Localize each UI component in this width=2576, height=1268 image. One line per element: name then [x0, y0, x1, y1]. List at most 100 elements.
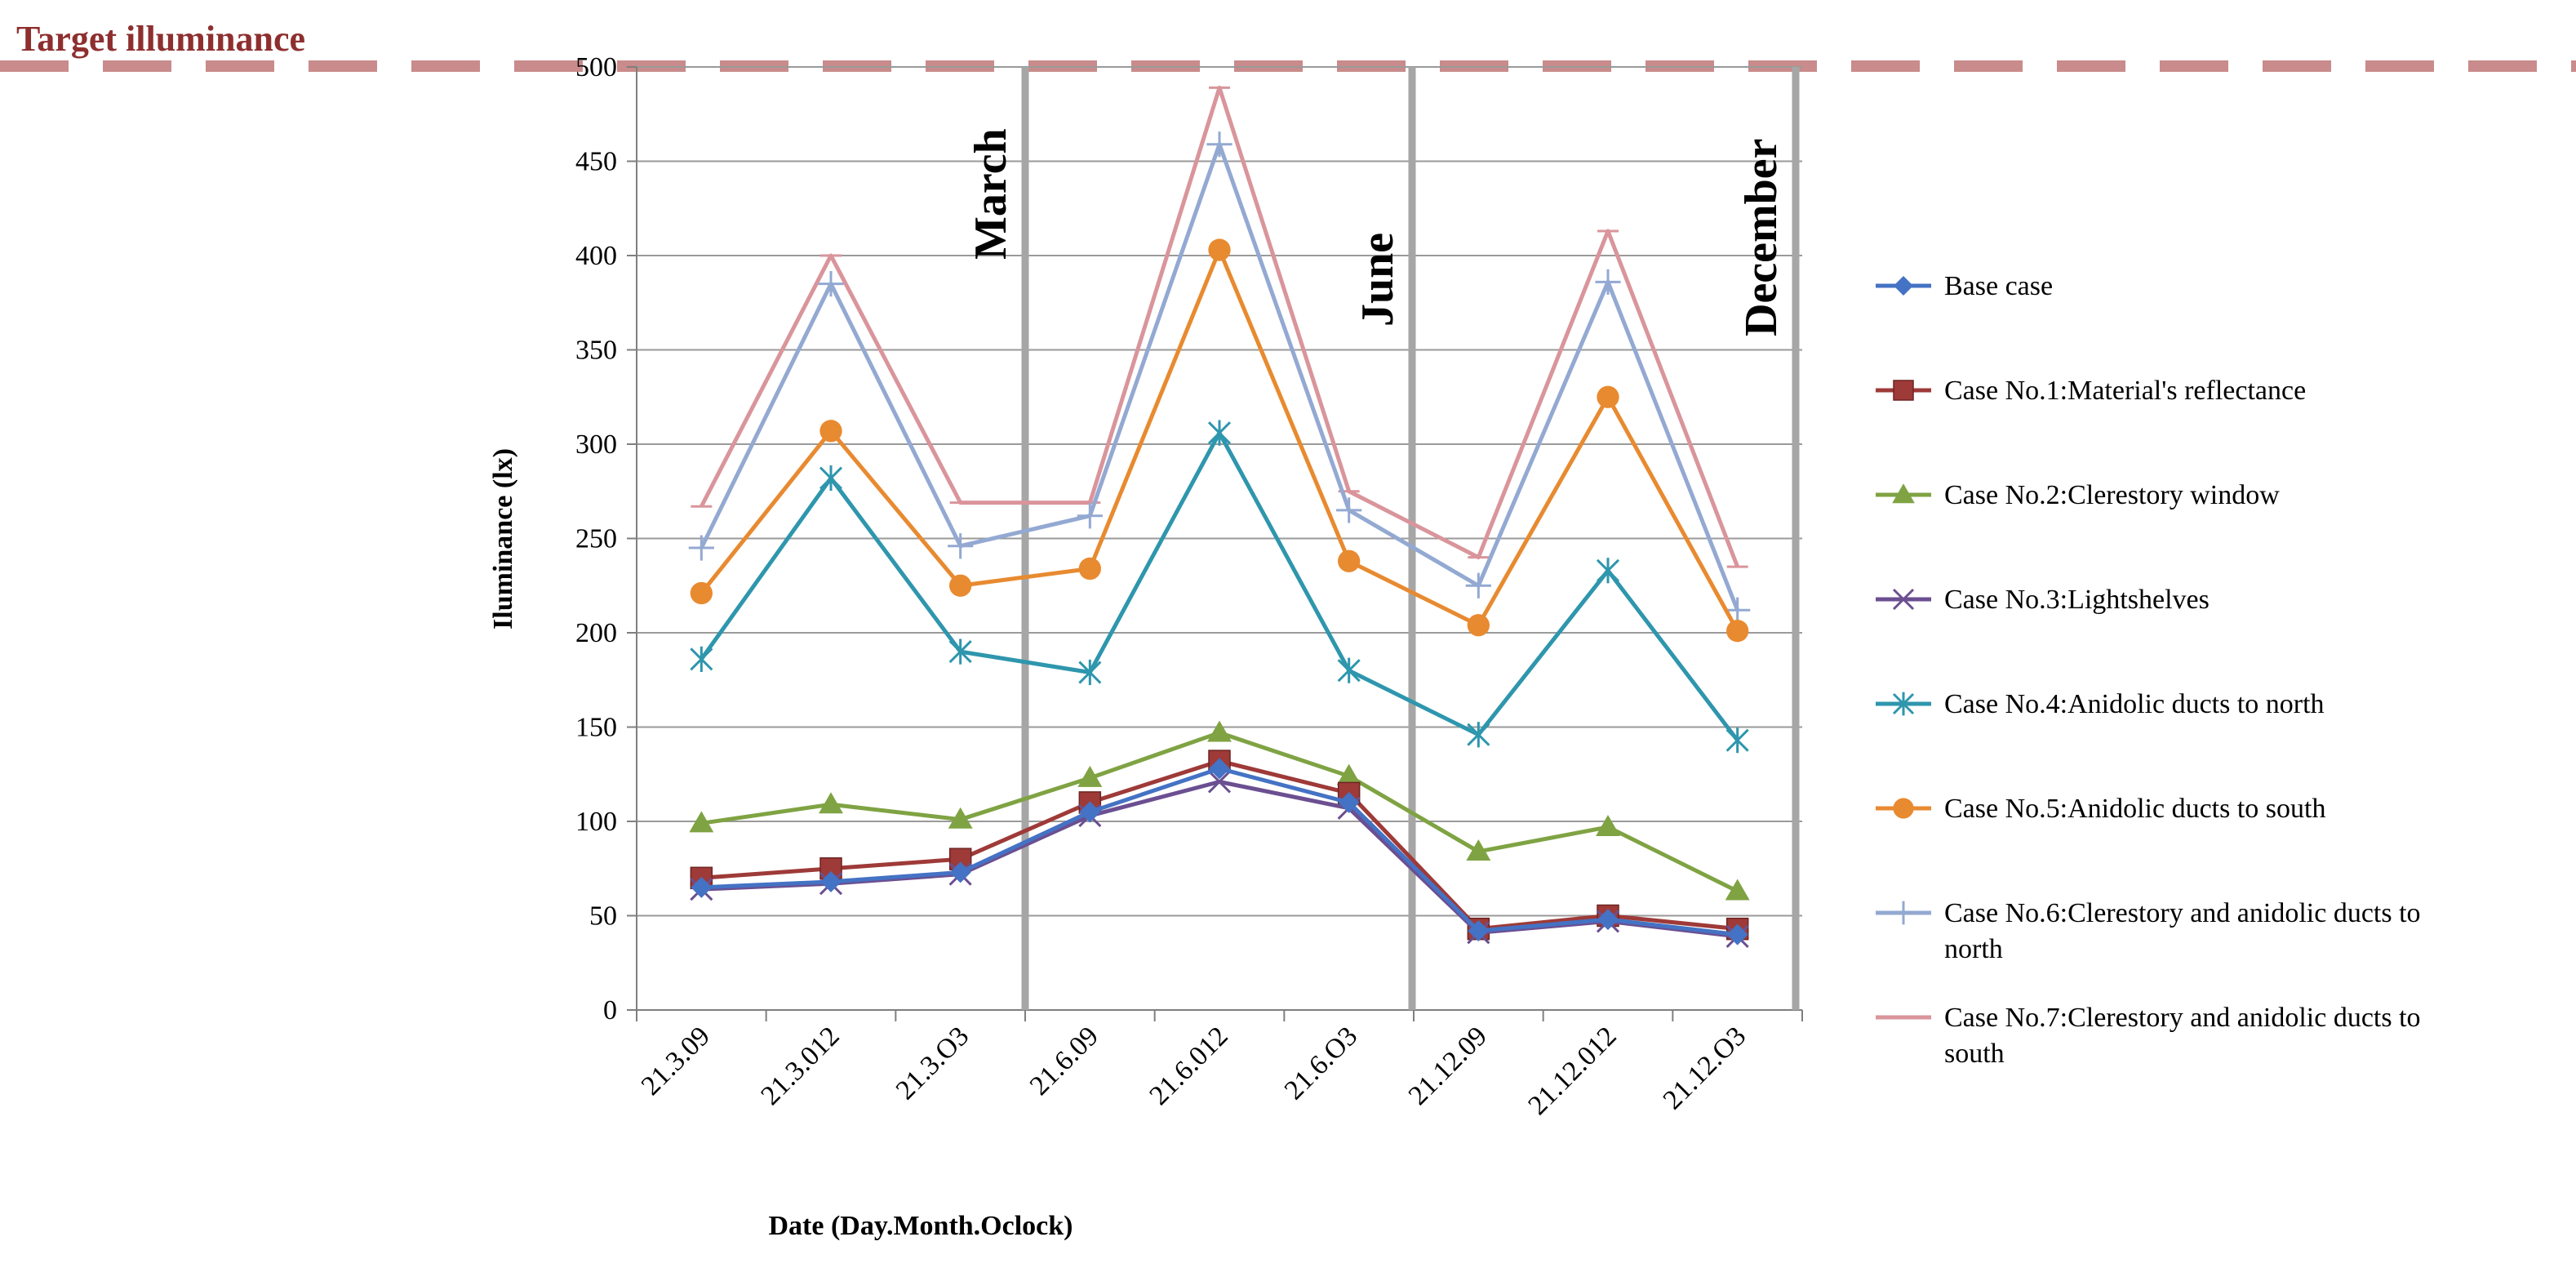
data-point — [1468, 919, 1490, 941]
y-tick-label: 200 — [575, 618, 617, 648]
legend-item: Case No.5:Anidolic ducts to south — [1876, 794, 2325, 824]
legend-item: Case No.6:Clerestory and anidolic ducts … — [1876, 898, 2421, 964]
data-series — [688, 85, 1751, 948]
data-point — [1078, 659, 1102, 686]
data-point — [1726, 620, 1749, 643]
data-point — [1209, 758, 1230, 780]
data-point — [1596, 814, 1620, 836]
x-tick-label: 21.12.O3 — [1658, 1021, 1752, 1115]
data-point — [1467, 722, 1490, 748]
data-point — [819, 465, 843, 492]
data-point — [1892, 588, 1915, 611]
legend-item: Case No.2:Clerestory window — [1876, 480, 2280, 510]
series-line — [701, 759, 1738, 932]
data-point — [819, 792, 843, 814]
grid-lines — [636, 66, 1802, 1011]
series-case-2 — [689, 720, 1750, 901]
data-point — [818, 271, 844, 297]
data-point — [1595, 269, 1621, 295]
series-line — [701, 779, 1738, 939]
target-illuminance-label: Target illuminance — [16, 19, 305, 59]
data-point — [1466, 839, 1491, 861]
legend-label: Case No.3:Lightshelves — [1944, 585, 2210, 615]
legend-label: Case No.5:Anidolic ducts to south — [1944, 794, 2325, 824]
data-point — [1079, 801, 1101, 823]
data-point — [949, 861, 971, 883]
data-point — [948, 533, 974, 559]
data-point — [1207, 420, 1232, 446]
x-tick-label: 21.12.012 — [1522, 1021, 1622, 1120]
x-tick-label: 21.6.012 — [1144, 1021, 1233, 1110]
data-point — [1338, 549, 1361, 572]
x-axis-ticks: 21.3.09 21.3.012 21.3.O3 21.6.09 21.6.012 21.… — [636, 1010, 1803, 1121]
y-tick-label: 450 — [575, 147, 617, 177]
data-point — [1893, 798, 1914, 819]
legend-item: Case No.4:Anidolic ducts to north — [1876, 689, 2325, 719]
legend-item: Base case — [1876, 271, 2053, 301]
series-case-4 — [690, 420, 1749, 754]
data-point — [1596, 558, 1620, 584]
legend-label: Case No.7:Clerestory and anidolic ducts … — [1944, 1003, 2421, 1069]
data-point — [1597, 909, 1619, 931]
x-tick-label: 21.6.O3 — [1279, 1021, 1364, 1106]
data-point — [1206, 131, 1232, 158]
data-point — [819, 420, 842, 443]
data-point — [948, 807, 973, 829]
data-point — [1078, 557, 1101, 581]
data-point — [1208, 238, 1231, 261]
legend-label: Case No.4:Anidolic ducts to north — [1944, 689, 2325, 719]
data-point — [1725, 727, 1749, 754]
data-point — [1336, 497, 1362, 523]
month-separators — [1021, 67, 1800, 1010]
series-case-6 — [688, 131, 1751, 623]
legend-item: Case No.3:Lightshelves — [1876, 585, 2210, 615]
x-tick-label: 21.3.09 — [636, 1021, 716, 1101]
data-point — [1597, 385, 1619, 408]
series-line — [700, 142, 1739, 612]
legend-item: Case No.7:Clerestory and anidolic ducts … — [1876, 1003, 2421, 1069]
data-point — [1337, 657, 1361, 683]
y-tick-label: 50 — [589, 901, 617, 932]
y-tick-label: 400 — [575, 241, 617, 271]
legend: Base case Case No.1:Material's reflectanc… — [1876, 271, 2421, 1069]
data-point — [1893, 380, 1914, 401]
month-label-december: December — [1736, 138, 1787, 336]
y-tick-label: 300 — [575, 429, 617, 460]
month-label-march: March — [966, 128, 1016, 260]
data-point — [1207, 770, 1232, 794]
data-point — [949, 574, 972, 597]
data-point — [689, 811, 714, 833]
data-point — [1725, 879, 1750, 901]
data-point — [1077, 765, 1103, 787]
x-tick-label: 21.6.09 — [1024, 1021, 1104, 1101]
x-tick-label: 21.3.O3 — [890, 1021, 975, 1106]
legend-label: Case No.2:Clerestory window — [1944, 480, 2280, 510]
series-line — [700, 85, 1739, 568]
data-point — [1892, 692, 1915, 716]
data-point — [691, 876, 713, 898]
data-point — [820, 870, 842, 892]
y-tick-label: 100 — [575, 807, 617, 837]
series-case-7 — [691, 85, 1748, 568]
data-point — [1894, 276, 1913, 296]
x-tick-label: 21.3.012 — [755, 1021, 845, 1110]
series-base-case — [691, 758, 1748, 945]
data-point — [1726, 923, 1748, 945]
data-point — [1892, 483, 1915, 504]
series-case-5 — [690, 238, 1749, 643]
data-point — [690, 646, 713, 672]
series-line — [700, 430, 1739, 742]
y-tick-label: 250 — [575, 524, 617, 554]
data-point — [1891, 901, 1916, 925]
data-point — [1465, 572, 1491, 598]
x-tick-label: 21.12.09 — [1403, 1021, 1493, 1110]
legend-label: Case No.6:Clerestory and anidolic ducts … — [1944, 898, 2421, 964]
data-point — [688, 535, 714, 561]
legend-item: Case No.1:Material's reflectance — [1876, 376, 2306, 406]
y-axis-title: Iluminance (lx) — [488, 448, 518, 630]
data-point — [1725, 597, 1751, 623]
y-tick-label: 350 — [575, 336, 617, 366]
data-point — [1077, 503, 1103, 529]
legend-label: Base case — [1944, 271, 2053, 301]
